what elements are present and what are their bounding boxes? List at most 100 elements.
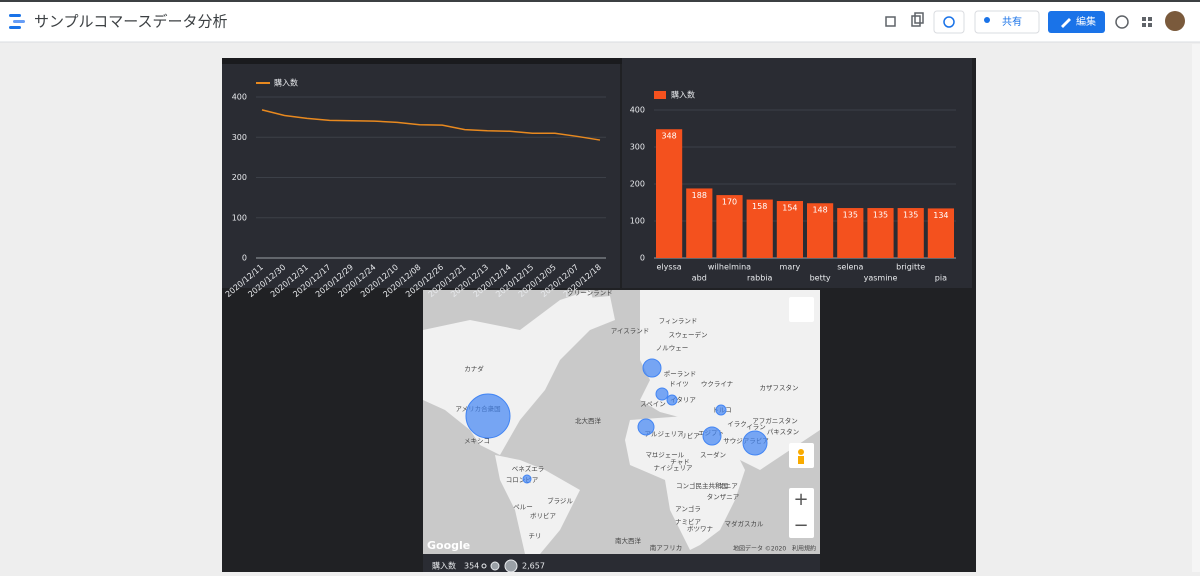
value-label: 148	[812, 206, 827, 215]
x-tick-label: mary	[780, 263, 801, 272]
bar	[837, 208, 864, 258]
share-button[interactable]	[974, 10, 1040, 34]
map-label: イラク	[727, 420, 747, 428]
map-label: アンゴラ	[675, 504, 701, 513]
map-label: カザフスタン	[760, 383, 799, 392]
map-label: チャド	[670, 458, 689, 466]
bar	[656, 129, 683, 258]
y-tick-label: 100	[232, 213, 247, 222]
line-panel	[222, 64, 620, 288]
map-label: マリ	[646, 451, 659, 459]
value-label: 188	[692, 191, 707, 200]
report-title: サンプルコマースデータ分析	[34, 13, 228, 31]
avatar[interactable]	[1165, 11, 1185, 31]
map-label: タンザニア	[707, 492, 740, 501]
map-label: ナイジェリア	[654, 464, 694, 472]
y-tick-label: 200	[630, 180, 645, 189]
map-label: ナミビア	[675, 517, 702, 526]
map-label: コロンビア	[506, 475, 539, 484]
top-border	[0, 0, 1200, 2]
help-icon[interactable]	[1115, 15, 1129, 29]
x-tick-label: elyssa	[657, 263, 682, 272]
edit-icon	[1061, 18, 1071, 28]
x-tick-label: wilhelmina	[708, 263, 751, 272]
value-label: 158	[752, 202, 767, 211]
apps-icon[interactable]	[1142, 17, 1152, 27]
y-tick-label: 200	[232, 173, 247, 182]
map-label: ポーランド	[664, 370, 697, 378]
x-tick-label: abd	[692, 274, 707, 283]
map-label: ニジェール	[652, 451, 685, 459]
map-attribution: Google	[427, 539, 470, 552]
map-controls[interactable]: +−	[789, 297, 814, 538]
map-data-credit: 地図データ ©2020	[733, 545, 786, 553]
map-label: マダガスカル	[725, 519, 765, 528]
toolbar-icons[interactable]	[885, 12, 924, 27]
map-label: スペイン	[640, 400, 666, 408]
map-label: ペルー	[513, 503, 533, 511]
map-label: ブラジル	[547, 496, 573, 505]
map-label: パキスタン	[767, 427, 799, 436]
x-tick-label: pia	[935, 274, 947, 283]
map-label: アイスランド	[611, 327, 649, 335]
x-tick-label: selena	[837, 263, 863, 272]
bar	[807, 203, 834, 258]
legend-swatch	[654, 91, 666, 99]
value-label: 135	[903, 211, 918, 220]
map-legend-bar	[423, 554, 820, 572]
bar	[867, 208, 894, 258]
legend-label: 購入数	[671, 90, 695, 100]
size-legend-max: 2,657	[522, 562, 545, 571]
map-label: ウクライナ	[701, 380, 733, 388]
map-label: スウェーデン	[669, 330, 708, 339]
x-tick-label: yasmine	[864, 274, 898, 283]
map-label: ドイツ	[669, 380, 689, 388]
map-land	[423, 290, 820, 554]
panel-top	[222, 58, 622, 64]
bar	[776, 201, 803, 258]
map-label: ベネズエラ	[512, 464, 545, 473]
map-label: 南アフリカ	[650, 543, 683, 552]
refresh-button[interactable]	[933, 10, 965, 34]
value-label: 134	[933, 211, 948, 220]
value-label: 154	[782, 204, 797, 213]
size-legend-min: 354	[464, 562, 479, 571]
value-label: 348	[661, 132, 676, 141]
svg-text:+: +	[793, 489, 808, 510]
x-tick-label: rabbia	[747, 274, 773, 283]
y-tick-label: 400	[630, 106, 645, 115]
bar	[686, 188, 713, 258]
map-label: アフガニスタン	[752, 416, 798, 425]
edit-label: 編集	[1076, 15, 1096, 28]
value-label: 135	[843, 211, 858, 220]
bar	[716, 195, 743, 258]
legend-label: 購入数	[274, 78, 298, 88]
refresh-icon	[943, 16, 955, 28]
map-label: ボツワナ	[687, 525, 713, 533]
map-label: 北大西洋	[575, 416, 602, 425]
bar	[927, 208, 954, 258]
value-label: 170	[722, 198, 737, 207]
map-label: 南大西洋	[615, 536, 642, 545]
scrollbar	[1192, 44, 1200, 572]
map-label: グリーンランド	[567, 288, 612, 297]
logo	[9, 14, 25, 29]
map-label: コンゴ民主共和国	[676, 481, 728, 490]
bar	[746, 199, 773, 258]
map-label: カナダ	[464, 364, 484, 373]
map-label: ノルウェー	[656, 344, 689, 352]
x-tick-label: brigitte	[896, 263, 925, 272]
y-tick-label: 0	[242, 254, 247, 263]
y-tick-label: 100	[630, 217, 645, 226]
size-legend-max-circle	[504, 559, 518, 573]
map-label: アルジェリア	[645, 430, 684, 438]
map-label: ボリビア	[530, 511, 557, 520]
size-legend-mid-circle	[490, 561, 500, 571]
y-tick-label: 0	[640, 254, 645, 263]
edit-button[interactable]	[1048, 11, 1105, 33]
map-bubbles	[465, 358, 768, 484]
map-label: イタリア	[670, 395, 696, 404]
y-tick-label: 300	[630, 143, 645, 152]
map-label: ケニア	[718, 482, 738, 490]
